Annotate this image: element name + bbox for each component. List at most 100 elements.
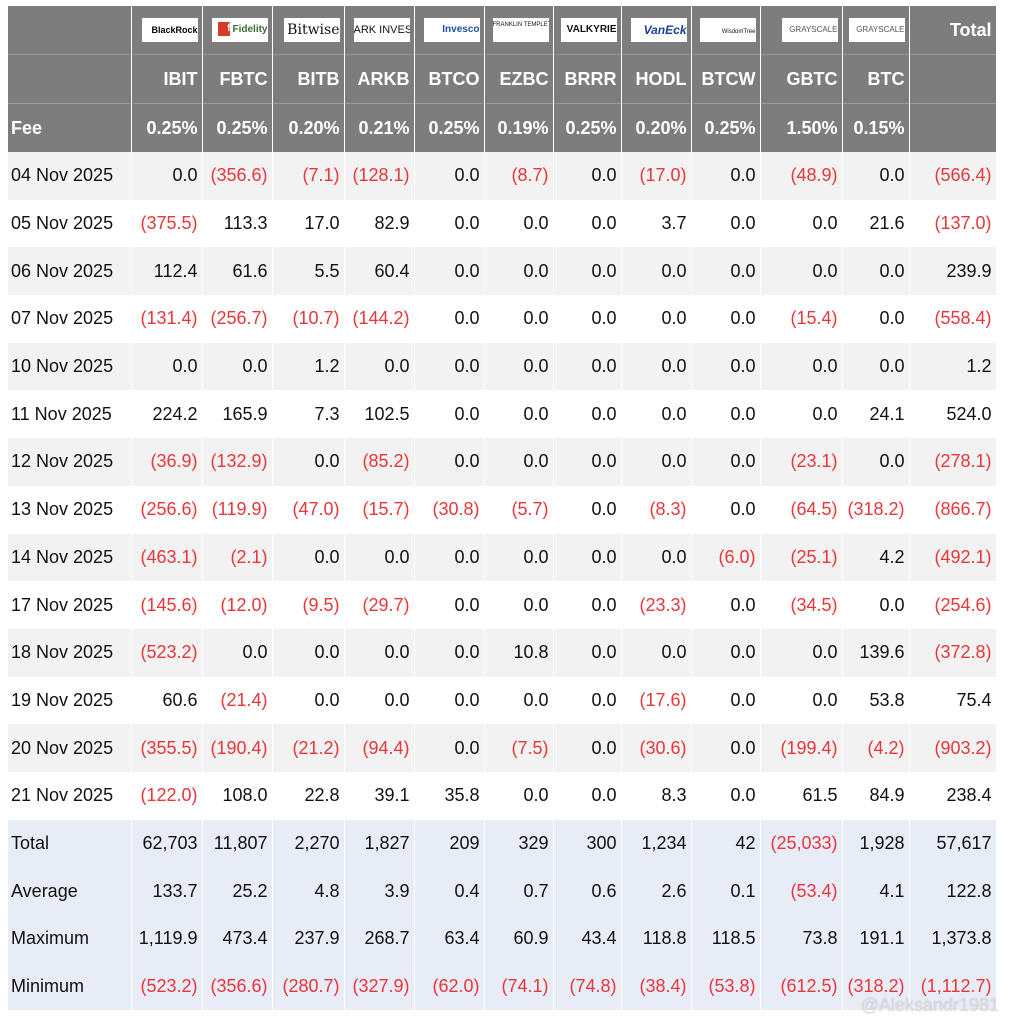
date-cell: 05 Nov 2025: [8, 199, 132, 248]
table-row: 19 Nov 2025 60.6 (21.4) 0.0 0.0 0.0 0.0 0.0 (17.…: [8, 676, 997, 725]
flow-cell: (21.2): [272, 724, 345, 772]
summary-cell: 4.8: [272, 867, 345, 915]
summary-cell: (280.7): [272, 962, 345, 1011]
row-total-cell: 57,617: [909, 819, 997, 868]
flow-cell: 0.0: [553, 247, 622, 296]
flow-cell: 0.0: [414, 438, 485, 486]
flow-cell: (190.4): [202, 724, 273, 772]
flow-cell: 0.0: [484, 390, 554, 439]
flow-cell: 0.0: [131, 152, 203, 200]
summary-label: Minimum: [8, 962, 132, 1011]
summary-cell: 63.4: [414, 915, 485, 963]
issuer-logo: ARK INVEST: [344, 6, 415, 55]
fee-cell: 0.25%: [414, 103, 485, 152]
flow-cell: 0.0: [691, 342, 761, 391]
row-total-cell: (278.1): [909, 438, 997, 486]
summary-cell: (327.9): [344, 962, 415, 1011]
ticker-header: IBIT: [131, 54, 203, 104]
flow-cell: 0.0: [691, 485, 761, 534]
flow-cell: 0.0: [842, 295, 910, 343]
summary-cell: 473.4: [202, 915, 273, 963]
flow-cell: 0.0: [842, 152, 910, 200]
flow-cell: 0.0: [553, 533, 622, 582]
flow-cell: 0.0: [553, 152, 622, 200]
flow-cell: 0.0: [691, 390, 761, 439]
table-row: 07 Nov 2025 (131.4) (256.7) (10.7) (144.2) 0.…: [8, 295, 997, 343]
row-total-cell: (372.8): [909, 628, 997, 677]
table-row: 13 Nov 2025 (256.6) (119.9) (47.0) (15.7) (30…: [8, 485, 997, 534]
flow-cell: 0.0: [272, 628, 345, 677]
flow-cell: 0.0: [553, 676, 622, 725]
issuer-logo: VanEck: [621, 6, 692, 55]
flow-cell: (36.9): [131, 438, 203, 486]
date-cell: 21 Nov 2025: [8, 771, 132, 820]
flow-cell: 3.7: [621, 199, 692, 248]
flow-cell: 0.0: [553, 199, 622, 248]
issuer-logo: Bitwise: [272, 6, 345, 55]
flow-cell: (7.1): [272, 152, 345, 200]
summary-cell: 11,807: [202, 819, 273, 868]
flow-cell: 0.0: [691, 295, 761, 343]
summary-cell: 1,928: [842, 819, 910, 868]
ticker-header: BTCW: [691, 54, 761, 104]
date-cell: 19 Nov 2025: [8, 676, 132, 725]
flow-cell: 0.0: [414, 628, 485, 677]
flow-cell: 0.0: [414, 724, 485, 772]
table-row: 20 Nov 2025 (355.5) (190.4) (21.2) (94.4) 0.0…: [8, 724, 997, 772]
row-total-cell: (558.4): [909, 295, 997, 343]
date-cell: 06 Nov 2025: [8, 247, 132, 296]
flow-cell: 0.0: [691, 628, 761, 677]
issuer-logo: Invesco: [414, 6, 485, 55]
table-row: 21 Nov 2025 (122.0) 108.0 22.8 39.1 35.8 0.0 0.…: [8, 771, 997, 820]
table-row: 05 Nov 2025 (375.5) 113.3 17.0 82.9 0.0 0.0 0.0…: [8, 199, 997, 248]
flow-cell: 4.2: [842, 533, 910, 582]
summary-label: Average: [8, 867, 132, 915]
flow-cell: 139.6: [842, 628, 910, 677]
table-row: 12 Nov 2025 (36.9) (132.9) 0.0 (85.2) 0.0 0.0 0…: [8, 438, 997, 486]
fee-cell: 0.25%: [691, 103, 761, 152]
flow-cell: (7.5): [484, 724, 554, 772]
flow-cell: 0.0: [344, 533, 415, 582]
flow-cell: 0.0: [691, 152, 761, 200]
flow-cell: (34.5): [760, 581, 843, 629]
flow-cell: 0.0: [484, 771, 554, 820]
summary-cell: 43.4: [553, 915, 622, 963]
flow-cell: (132.9): [202, 438, 273, 486]
total-column-header: Total: [909, 6, 997, 55]
flow-cell: (119.9): [202, 485, 273, 534]
issuer-logo: GRAYSCALE: [842, 6, 910, 55]
flow-cell: (23.1): [760, 438, 843, 486]
ticker-header: BTC: [842, 54, 910, 104]
flow-cell: 0.0: [760, 390, 843, 439]
flow-cell: 24.1: [842, 390, 910, 439]
row-total-cell: 122.8: [909, 867, 997, 915]
flow-cell: (23.3): [621, 581, 692, 629]
ticker-corner: [8, 54, 132, 104]
flow-cell: 0.0: [842, 438, 910, 486]
fee-cell: 0.21%: [344, 103, 415, 152]
flow-cell: 0.0: [414, 342, 485, 391]
date-cell: 13 Nov 2025: [8, 485, 132, 534]
flow-cell: (375.5): [131, 199, 203, 248]
summary-cell: (53.4): [760, 867, 843, 915]
summary-cell: (356.6): [202, 962, 273, 1011]
watermark: @Aleksandr1981: [860, 995, 999, 1015]
issuer-logo: VALKYRIE: [553, 6, 622, 55]
fee-cell: 0.20%: [272, 103, 345, 152]
summary-cell: (74.1): [484, 962, 554, 1011]
summary-cell: (523.2): [131, 962, 203, 1011]
flow-cell: (15.4): [760, 295, 843, 343]
flow-cell: 0.0: [414, 152, 485, 200]
date-cell: 07 Nov 2025: [8, 295, 132, 343]
summary-cell: 42: [691, 819, 761, 868]
fee-label: Fee: [8, 103, 132, 152]
flow-cell: 7.3: [272, 390, 345, 439]
flow-cell: 0.0: [272, 676, 345, 725]
summary-cell: 0.1: [691, 867, 761, 915]
summary-cell: 60.9: [484, 915, 554, 963]
flow-cell: 0.0: [484, 199, 554, 248]
row-total-cell: 524.0: [909, 390, 997, 439]
flow-cell: (30.6): [621, 724, 692, 772]
flow-cell: (256.6): [131, 485, 203, 534]
flow-cell: 0.0: [414, 581, 485, 629]
